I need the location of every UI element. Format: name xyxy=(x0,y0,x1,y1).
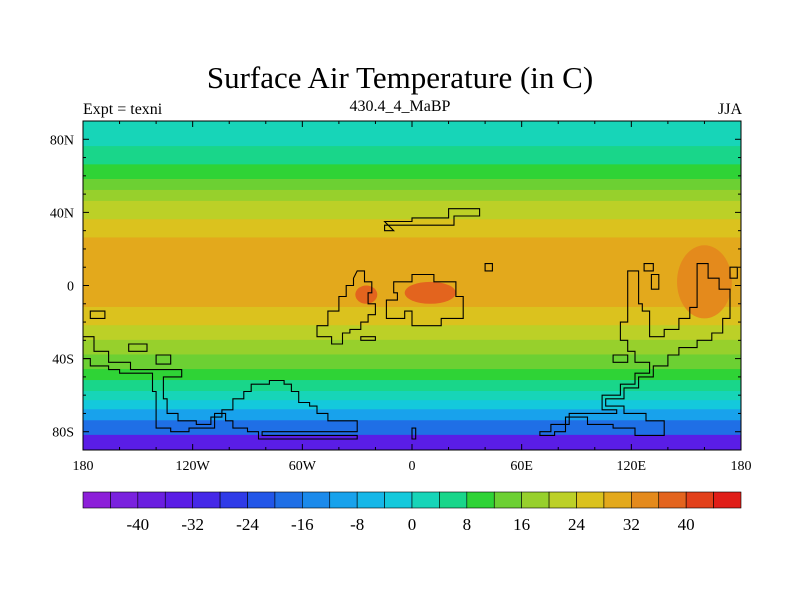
continent-outlines xyxy=(83,208,738,440)
colorbar-label: 32 xyxy=(623,515,640,534)
hot-spot xyxy=(677,245,732,319)
colorbar-box xyxy=(219,491,248,509)
colorbar-box xyxy=(110,491,139,509)
colorbar-box xyxy=(384,491,413,509)
continent-east-small-box-3 xyxy=(729,266,738,279)
experiment-label: Expt = texni xyxy=(83,101,163,118)
colorbar-box xyxy=(576,491,605,509)
chart-title: Surface Air Temperature (in C) xyxy=(206,60,594,95)
continent-antarctic-notch xyxy=(411,427,417,440)
colorbar-label: 24 xyxy=(568,515,586,534)
colorbar-box xyxy=(82,491,111,509)
temperature-band xyxy=(83,164,741,180)
temperature-band xyxy=(83,325,741,341)
colorbar-box xyxy=(164,491,193,509)
continent-south-west-landmass xyxy=(83,336,358,440)
colorbar-box xyxy=(274,491,303,509)
temperature-band xyxy=(83,354,741,371)
colorbar: -40 -32 -24 -16 -8 0 8 16 24 32 40 xyxy=(82,491,742,534)
temperature-band xyxy=(83,339,741,356)
colorbar-label: -16 xyxy=(291,515,314,534)
x-tick-label: 60E xyxy=(510,459,533,474)
y-tick-label: 0 xyxy=(67,280,74,295)
temperature-band xyxy=(83,219,741,239)
temperature-band xyxy=(83,189,741,202)
x-tick-label: 180 xyxy=(73,459,94,474)
continent-east-small-box-2 xyxy=(650,273,660,290)
x-tick-label: 180 xyxy=(731,459,752,474)
temperature-band xyxy=(83,400,741,411)
continent-central-landmass xyxy=(385,273,464,327)
colorbar-box xyxy=(329,491,358,509)
x-tick-label: 0 xyxy=(409,459,416,474)
colorbar-box xyxy=(302,491,331,509)
x-axis: 180 120W 60W 0 60E 120E 180 xyxy=(73,121,752,474)
continent-north-block xyxy=(383,208,481,232)
continent-east-small-box-4 xyxy=(612,354,629,363)
continent-south-tiny-box xyxy=(155,354,172,365)
run-label: 430.4_4_MaBP xyxy=(349,98,451,115)
temperature-band xyxy=(83,434,741,450)
y-tick-label: 80N xyxy=(50,133,74,148)
colorbar-box xyxy=(192,491,221,509)
colorbar-box xyxy=(713,491,742,509)
colorbar-box xyxy=(685,491,714,509)
hot-spot xyxy=(404,281,456,304)
colorbar-box xyxy=(493,491,522,509)
hot-spot xyxy=(355,285,378,304)
continent-west-small-box xyxy=(89,310,106,319)
colorbar-label: 40 xyxy=(678,515,695,534)
colorbar-label: 0 xyxy=(408,515,417,534)
colorbar-box xyxy=(603,491,632,509)
continent-east-landmass xyxy=(539,263,731,436)
colorbar-label: -24 xyxy=(236,515,259,534)
colorbar-label: 16 xyxy=(513,515,530,534)
x-tick-label: 120E xyxy=(617,459,647,474)
continent-west-landmass xyxy=(316,270,376,345)
temperature-band xyxy=(83,146,741,166)
colorbar-box xyxy=(548,491,577,509)
continent-east-small-box-1 xyxy=(643,263,654,272)
colorbar-box xyxy=(247,491,276,509)
colorbar-label: -40 xyxy=(126,515,149,534)
y-tick-label: 80S xyxy=(52,426,74,441)
colorbar-box xyxy=(466,491,495,509)
colorbar-box xyxy=(439,491,468,509)
y-tick-label: 40S xyxy=(52,353,74,368)
colorbar-box xyxy=(631,491,660,509)
y-tick-label: 40N xyxy=(50,206,74,221)
colorbar-label: -8 xyxy=(350,515,364,534)
y-axis: 80N 40N 0 40S 80S xyxy=(50,133,741,441)
temperature-band xyxy=(83,369,741,382)
temperature-band xyxy=(83,178,741,191)
temperature-band xyxy=(83,380,741,393)
x-tick-label: 120W xyxy=(176,459,211,474)
temperature-band xyxy=(83,391,741,402)
x-tick-label: 60W xyxy=(289,459,317,474)
temperature-band xyxy=(83,200,741,221)
colorbar-box xyxy=(411,491,440,509)
continent-west-strip xyxy=(360,336,376,341)
temperature-field xyxy=(83,121,741,450)
colorbar-label: -32 xyxy=(181,515,204,534)
colorbar-label: 8 xyxy=(463,515,472,534)
colorbar-box xyxy=(356,491,385,509)
temperature-band xyxy=(83,409,741,422)
continent-south-small-box xyxy=(128,343,148,352)
season-label: JJA xyxy=(717,101,742,118)
continent-small-east-box xyxy=(484,263,493,272)
colorbar-box xyxy=(137,491,166,509)
colorbar-box xyxy=(658,491,687,509)
colorbar-box xyxy=(521,491,550,509)
